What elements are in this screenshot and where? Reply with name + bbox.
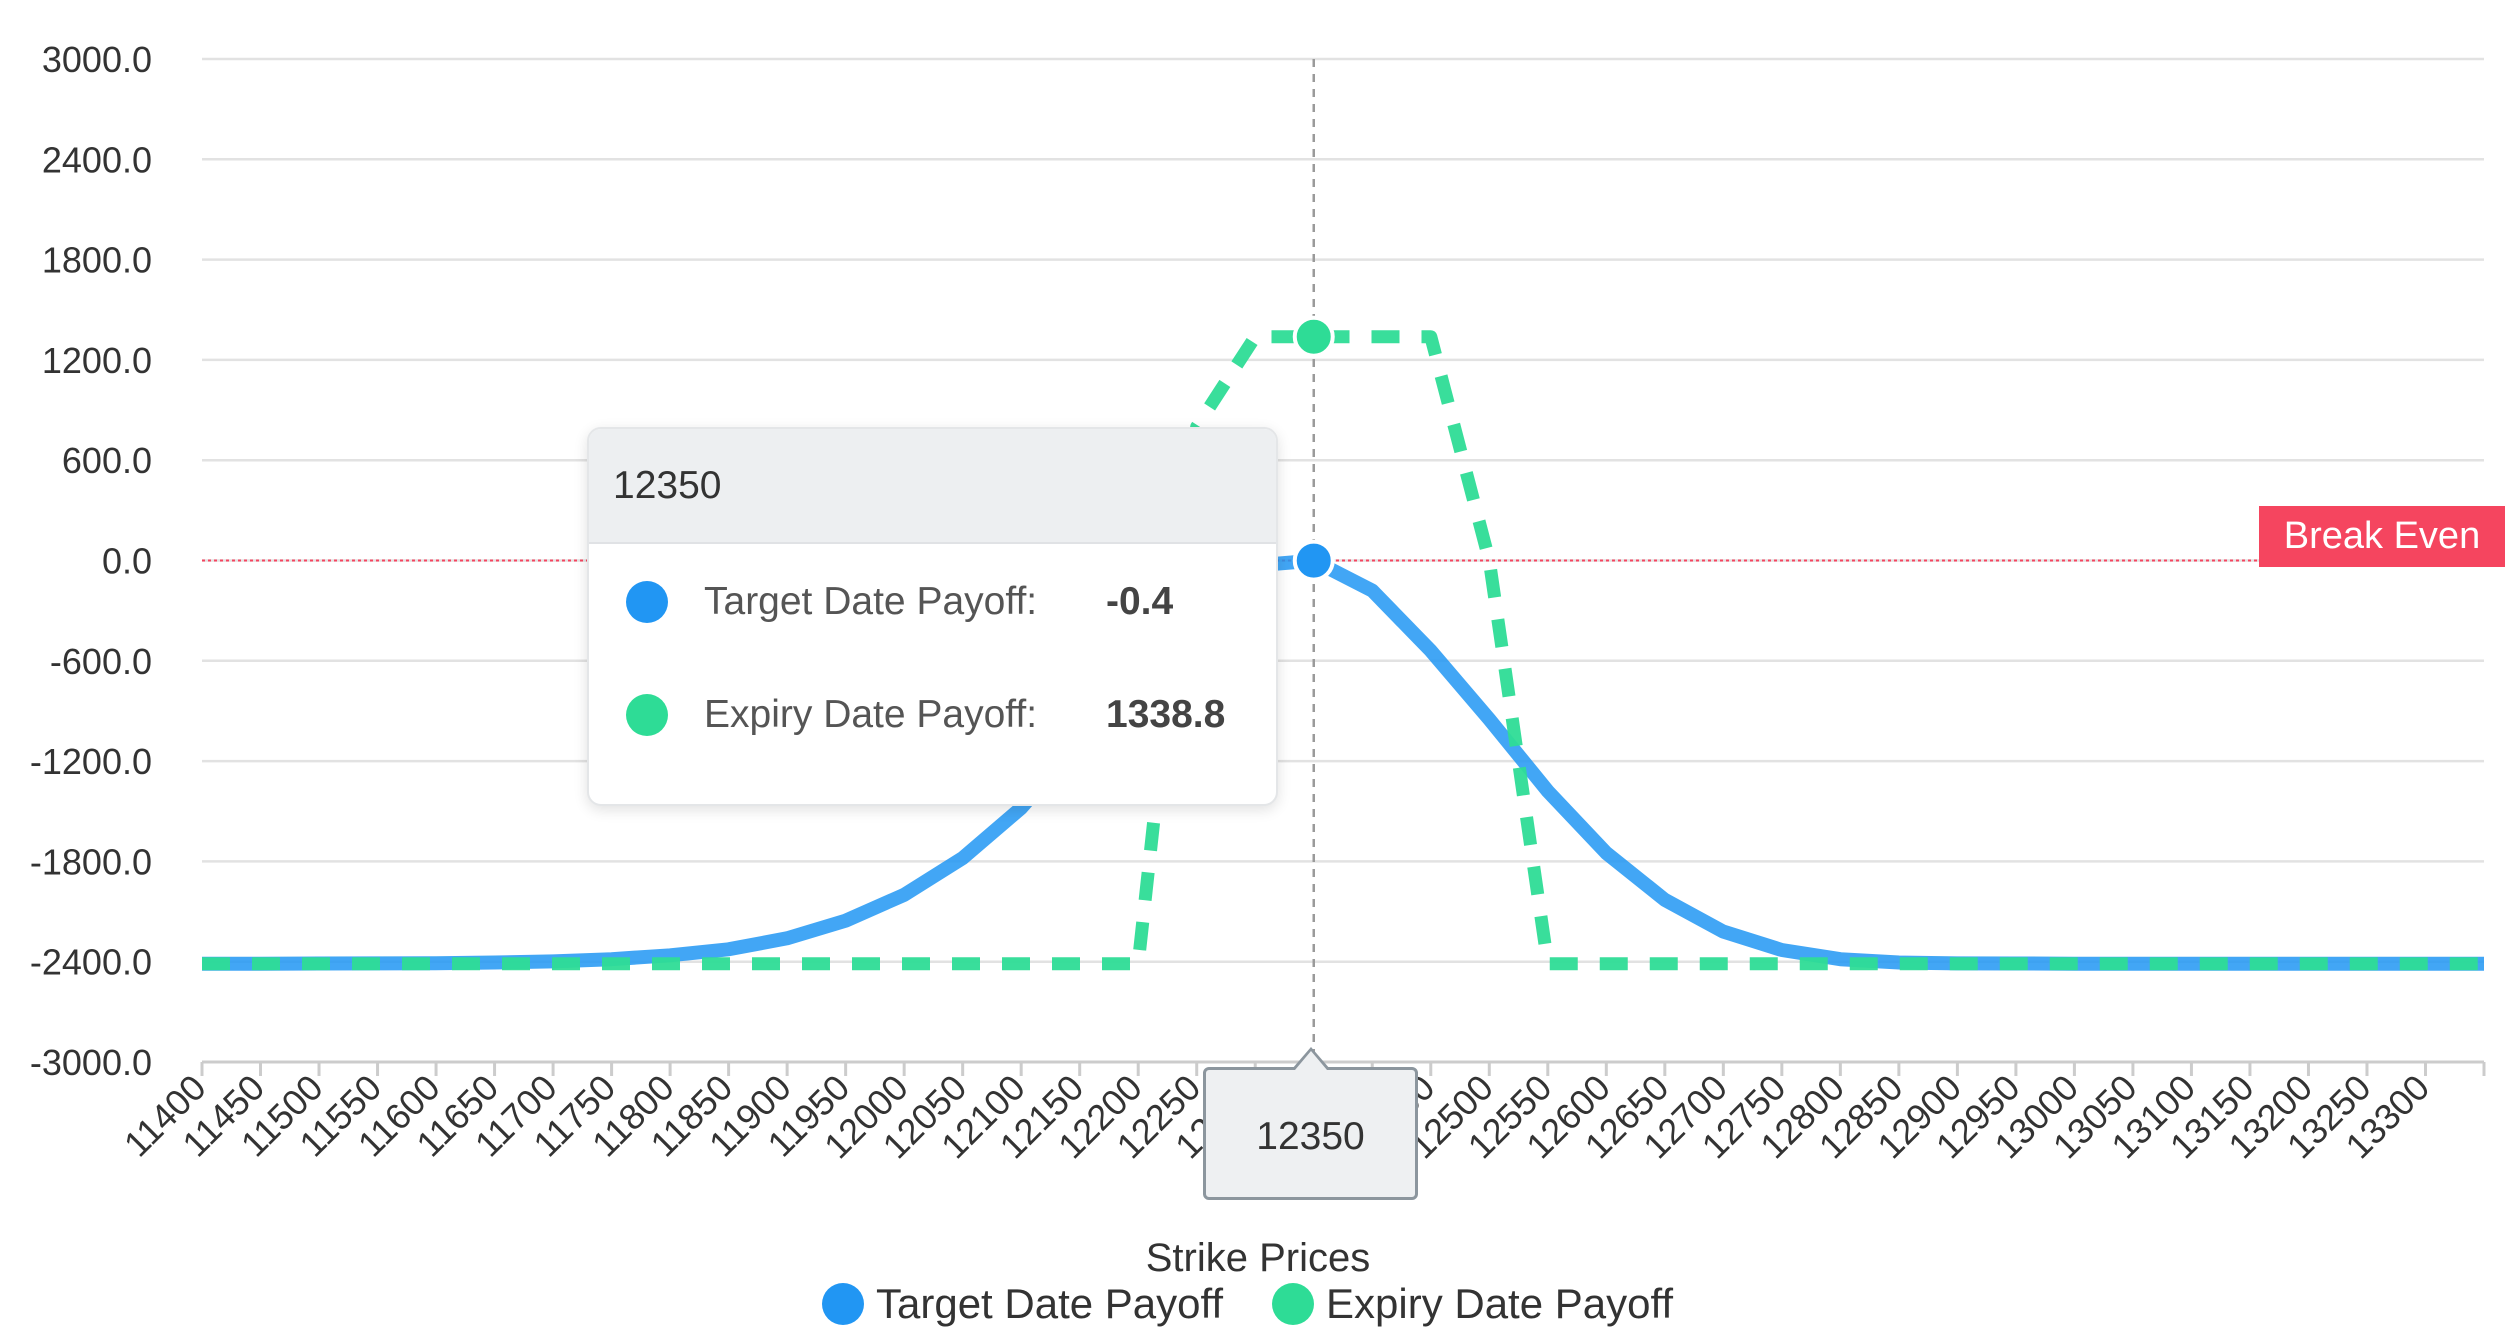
x-axis-tooltip: 12350	[1203, 1067, 1418, 1200]
reference-layer	[202, 59, 2484, 1062]
tooltip-row-value: 1338.8	[1106, 693, 1226, 736]
legend-target-dot-icon	[822, 1283, 864, 1325]
legend-label: Expiry Date Payoff	[1326, 1280, 1674, 1327]
x-tooltip-arrow-inner-icon	[1295, 1051, 1327, 1070]
y-tick-label: 3000.0	[42, 39, 152, 80]
y-tick-label: -2400.0	[30, 942, 152, 983]
x-axis-title: Strike Prices	[1145, 1236, 1371, 1280]
tooltip-row-label: Target Date Payoff:	[704, 580, 1038, 623]
y-tick-label: -1800.0	[30, 841, 152, 882]
y-tick-label: 1200.0	[42, 340, 152, 381]
tooltip-row-label: Expiry Date Payoff:	[704, 693, 1038, 736]
expiry-series-dot-icon	[626, 694, 668, 736]
expiry-date-payoff-line	[202, 330, 2484, 971]
series-layer	[202, 330, 2484, 971]
legend-label: Target Date Payoff	[876, 1280, 1224, 1327]
y-tick-label: 2400.0	[42, 139, 152, 180]
target-series-dot-icon	[626, 581, 668, 623]
y-tick-label: 600.0	[62, 440, 152, 481]
y-tick-label: 0.0	[102, 541, 152, 582]
tooltip-title: 12350	[589, 429, 1276, 544]
marker-layer	[1292, 315, 1335, 582]
target-hover-point	[1292, 539, 1335, 582]
y-tick-label: -600.0	[50, 641, 152, 682]
tooltip-row-expiry: Expiry Date Payoff: 1338.8	[589, 675, 1276, 755]
y-tick-label: 1800.0	[42, 240, 152, 281]
y-tick-label: -1200.0	[30, 741, 152, 782]
tooltip-row-target: Target Date Payoff: -0.4	[589, 562, 1276, 642]
break-even-label: Break Even	[2259, 506, 2505, 567]
expiry-hover-point	[1292, 315, 1335, 358]
data-tooltip: 12350 Target Date Payoff: -0.4 Expiry Da…	[587, 427, 1278, 806]
legend-expiry-dot-icon	[1272, 1283, 1314, 1325]
chart-legend: Target Date Payoff Expiry Date Payoff	[0, 1276, 2516, 1334]
tooltip-row-value: -0.4	[1106, 580, 1174, 623]
y-tick-label: -3000.0	[30, 1042, 152, 1083]
